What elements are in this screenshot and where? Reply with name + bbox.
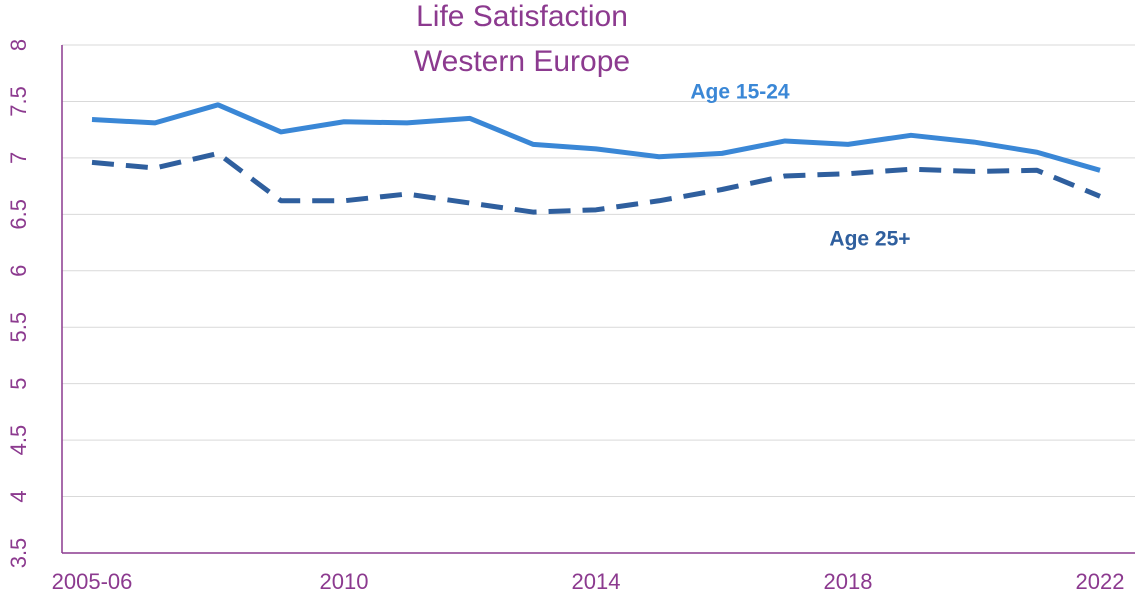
line-series (91, 102, 1101, 173)
y-tick-label: 7 (6, 152, 31, 164)
x-tick-label: 2010 (320, 569, 369, 594)
series-label: Age 25+ (829, 228, 910, 251)
y-tick-label: 4.5 (6, 425, 31, 456)
y-tick-label: 8 (6, 39, 31, 51)
x-tick-label: 2022 (1076, 569, 1125, 594)
y-tick-label: 6.5 (6, 199, 31, 230)
x-tick-label: 2005-06 (52, 569, 133, 594)
chart-subtitle: Western Europe (414, 45, 630, 78)
x-tick-label: 2014 (572, 569, 621, 594)
y-tick-label: 4 (6, 490, 31, 502)
y-tick-label: 6 (6, 265, 31, 277)
y-tick-label: 3.5 (6, 538, 31, 569)
x-tick-label: 2018 (824, 569, 873, 594)
line-series (91, 150, 1101, 215)
y-tick-label: 5 (6, 378, 31, 390)
y-tick-label: 5.5 (6, 312, 31, 343)
chart-title: Life Satisfaction (416, 0, 628, 33)
y-tick-label: 7.5 (6, 86, 31, 117)
series-label: Age 15-24 (690, 81, 790, 104)
